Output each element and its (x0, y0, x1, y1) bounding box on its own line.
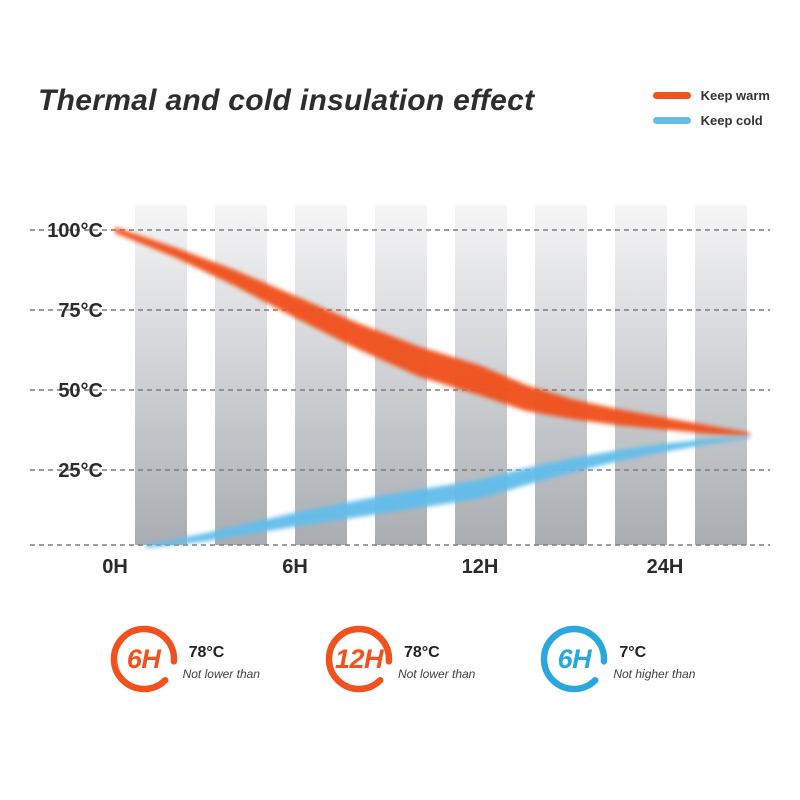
insulation-chart: 100°C 75°C 50°C 25°C 0H 6H 12H 24H (30, 205, 770, 578)
badge-ring: 6H (535, 620, 613, 698)
legend-swatch-icon (652, 92, 691, 99)
badge-duration: 12H (334, 643, 384, 674)
badge-info: 78°C Not lower than (183, 620, 260, 681)
badge-duration: 6H (126, 643, 161, 674)
ring-icon (541, 625, 608, 693)
bg-bar (535, 205, 587, 545)
y-tick-label: 75°C (58, 300, 103, 322)
page-title: Thermal and cold insulation effect (38, 84, 535, 117)
badge-duration: 6H (557, 643, 592, 674)
x-tick-label: 6H (282, 556, 308, 578)
chart-legend: Keep warm Keep cold (652, 88, 770, 128)
badge-temperature: 78°C (188, 644, 225, 661)
badge-ring: 6H (105, 620, 183, 698)
badge-note: Not lower than (397, 667, 476, 681)
y-tick-label: 100°C (47, 220, 103, 242)
badge-note: Not lower than (182, 667, 260, 681)
legend-label: Keep warm (700, 88, 770, 103)
legend-item: Keep warm (652, 88, 770, 103)
x-tick-label: 0H (102, 556, 128, 578)
badge-info: 7°C Not higher than (613, 620, 695, 681)
y-tick-label: 25°C (58, 460, 103, 482)
x-tick-label: 24H (647, 556, 684, 578)
bg-bar (695, 205, 747, 545)
badge-note: Not higher than (613, 667, 696, 681)
badge-ring: 12H (320, 620, 398, 698)
spec-badge: 6H 78°C Not lower than (105, 620, 260, 698)
bg-bar (215, 205, 267, 545)
spec-badge: 12H 78°C Not lower than (320, 620, 475, 698)
legend-swatch-icon (652, 117, 691, 124)
spec-badges: 6H 78°C Not lower than 12H 78°C Not lowe… (0, 620, 800, 698)
bg-bar (135, 205, 187, 545)
y-tick-label: 50°C (58, 380, 103, 402)
bg-bar (295, 205, 347, 545)
bg-bar (615, 205, 667, 545)
ring-icon (325, 625, 393, 693)
keep-cold-curve (145, 436, 750, 549)
legend-item: Keep cold (652, 113, 770, 128)
legend-label: Keep cold (700, 113, 763, 128)
spec-badge: 6H 7°C Not higher than (535, 620, 695, 698)
badge-info: 78°C Not lower than (398, 620, 475, 681)
badge-temperature: 7°C (619, 644, 647, 661)
x-tick-label: 12H (462, 556, 499, 578)
ring-icon (110, 625, 177, 693)
badge-temperature: 78°C (403, 644, 440, 661)
